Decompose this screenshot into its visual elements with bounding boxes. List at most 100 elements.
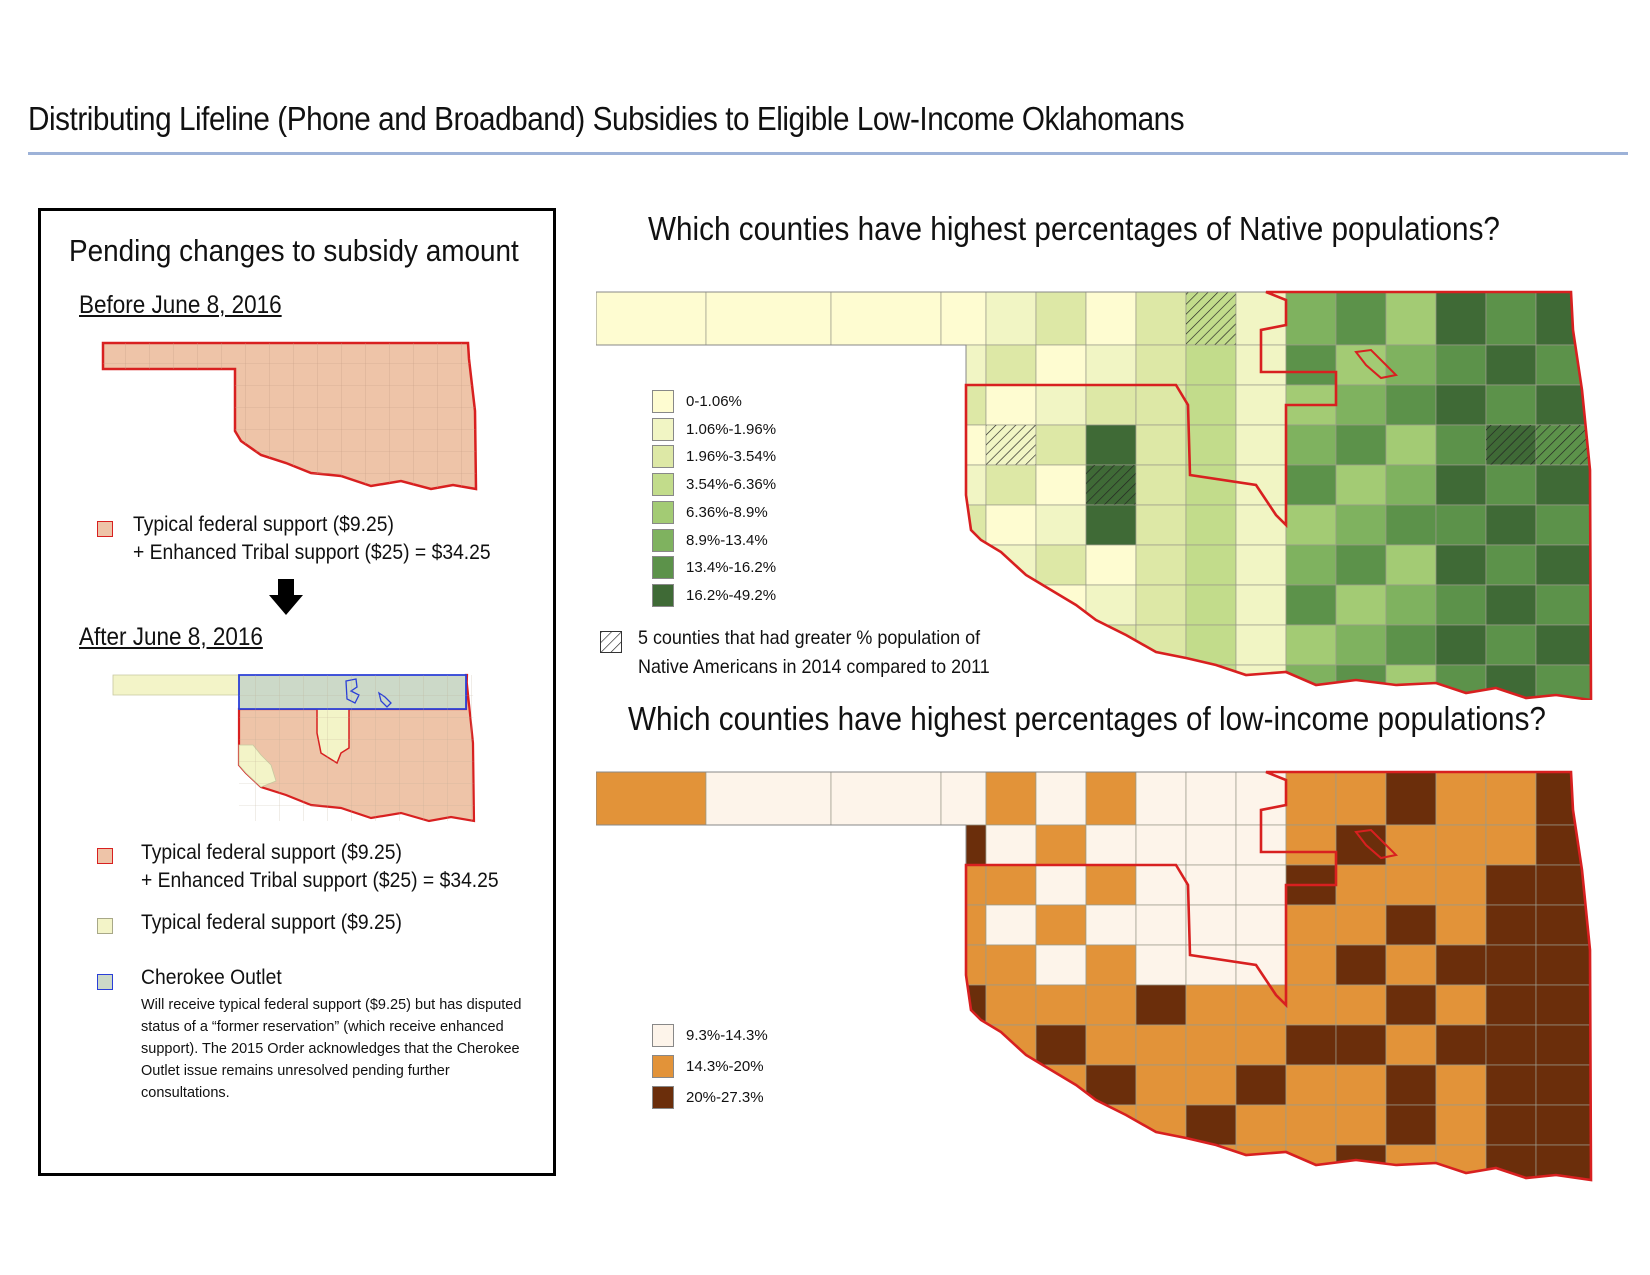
county-cell [1135,1144,1187,1180]
county-cell [1285,984,1337,1026]
county-cell [1435,424,1487,466]
county-cell [830,984,942,1026]
county-cell [1435,904,1487,946]
outlet-swatch [97,974,113,990]
county-cell [830,424,942,466]
county-cell [1385,544,1437,586]
county-cell [985,664,1037,700]
county-cell [1085,904,1137,946]
county-cell [1485,544,1537,586]
native-legend-label: 6.36%-8.9% [686,503,768,521]
county-cell [1335,292,1387,346]
native-legend-swatch [652,390,674,413]
county-cell [1435,624,1487,666]
native-legend-swatch [652,417,674,441]
county-cell [1335,864,1387,906]
county-cell [1435,464,1487,506]
county-cell [1185,464,1237,506]
county-cell [830,944,942,986]
county-cell [1385,944,1437,986]
county-cell [1435,772,1487,826]
county-cell [940,292,987,346]
native-legend-swatch [652,583,674,607]
county-cell [596,1144,707,1180]
county-cell [1135,504,1187,546]
county-cell [1435,544,1487,586]
after-legend-typical: Typical federal support ($9.25) [141,911,402,934]
county-cell [1285,584,1337,626]
county-cell [985,584,1037,626]
panel-title: Pending changes to subsidy amount [69,233,519,268]
county-cell [1135,944,1187,986]
county-cell [1035,344,1087,386]
county-cell [1435,584,1487,626]
county-cell [1535,904,1591,946]
before-legend-line2: + Enhanced Tribal support ($25) = $34.25 [133,541,491,564]
county-cell [985,904,1037,946]
county-cell [1285,1064,1337,1106]
county-cell [1185,772,1237,826]
county-cell [1435,944,1487,986]
county-cell [705,292,832,346]
after-heading: After June 8, 2016 [79,623,263,651]
county-cell [1085,504,1137,546]
county-cell [1535,1144,1591,1180]
county-cell [1185,984,1237,1026]
county-cell [940,464,987,506]
county-cell [830,1064,942,1106]
county-cell [1035,824,1087,866]
county-cell [1035,864,1087,906]
county-cell [1135,424,1187,466]
county-cell [1085,1104,1137,1146]
county-cell [1535,624,1591,666]
county-cell [1235,624,1287,666]
county-cell [1285,544,1337,586]
county-cell [1085,424,1137,466]
county-cell [940,1064,987,1106]
county-cell [1435,292,1487,346]
enhanced-swatch-after [97,848,113,864]
hatch-note-line1: 5 counties that had greater % population… [638,627,981,649]
county-cell [1185,504,1237,546]
county-cell [1135,864,1187,906]
county-cell [1085,772,1137,826]
county-cell [1535,504,1591,546]
county-cell [1135,544,1187,586]
county-cell [1135,584,1187,626]
county-cell [1535,544,1591,586]
county-cell [985,1064,1037,1106]
income-map-title: Which counties have highest percentages … [628,700,1546,737]
county-cell [1185,824,1237,866]
county-cell [1285,344,1337,386]
county-cell [1185,384,1237,426]
county-cell [1485,1064,1537,1106]
county-cell [1485,504,1537,546]
county-cell [1085,344,1137,386]
county-cell [1335,544,1387,586]
county-cell [1185,584,1237,626]
county-cell [1335,772,1387,826]
county-cell [1335,904,1387,946]
before-legend-line1: Typical federal support ($9.25) [133,513,394,536]
county-cell [1235,864,1287,906]
county-cell [596,772,707,826]
county-cell [830,544,942,586]
hatch-note-line2: Native Americans in 2014 compared to 201… [638,656,990,678]
county-cell [940,864,987,906]
native-legend-swatch [652,473,674,497]
county-cell [1035,584,1087,626]
county-cell [1485,944,1537,986]
county-hatch [1486,425,1536,465]
county-cell [940,424,987,466]
county-cell [1335,944,1387,986]
county-cell [1085,984,1137,1026]
county-cell [985,624,1037,666]
county-cell [1485,464,1537,506]
county-cell [985,1144,1037,1180]
county-cell [940,1144,987,1180]
county-cell [940,344,987,386]
after-legend-outlet: Cherokee Outlet [141,966,282,989]
county-cell [1235,584,1287,626]
county-cell [830,464,942,506]
county-cell [705,344,832,386]
